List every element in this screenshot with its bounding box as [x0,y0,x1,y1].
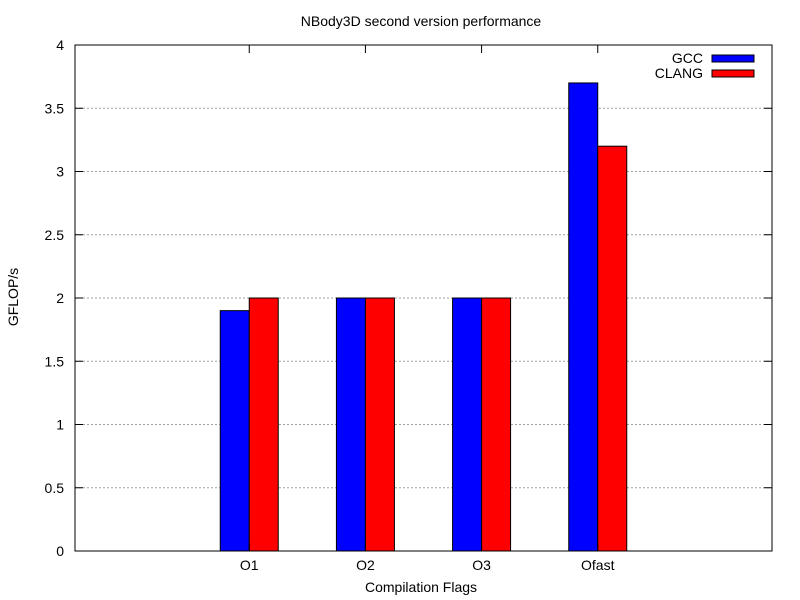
bar-gcc-o2 [335,297,366,552]
y-axis-label: GFLOP/s [5,268,21,326]
x-tick-label: Ofast [581,557,615,573]
gridlines [75,107,772,489]
bar-gcc-ofast [568,82,599,552]
y-axis-ticks: 0 0.5 1 1.5 2 2.5 3 3.5 4 [45,37,772,559]
x-tick-label: O2 [356,557,375,573]
x-axis-label: Compilation Flags [365,579,477,595]
x-axis-ticks: O1 O2 O3 Ofast [240,45,615,573]
bar-clang-o2 [364,297,395,552]
legend-label-gcc: GCC [672,50,703,66]
bar-gcc-o1 [219,310,250,552]
y-tick-label: 0 [56,543,64,559]
legend-swatch-gcc [711,54,755,63]
x-tick-label: O3 [472,557,491,573]
y-tick-label: 3.5 [45,100,65,116]
y-tick-label: 1 [56,417,64,433]
bar-clang-o3 [481,297,512,552]
legend-swatch-clang [711,69,755,78]
chart-title: NBody3D second version performance [301,13,542,29]
y-tick-label: 3 [56,164,64,180]
bar-gcc-o3 [452,297,483,552]
y-tick-label: 0.5 [45,480,65,496]
bar-clang-ofast [597,145,628,552]
bar-clang-o1 [248,297,279,552]
bars [219,82,628,552]
y-tick-label: 1.5 [45,353,65,369]
x-tick-label: O1 [240,557,259,573]
y-tick-label: 2 [56,290,64,306]
legend-label-clang: CLANG [655,65,703,81]
y-tick-label: 4 [56,37,64,53]
y-tick-label: 2.5 [45,227,65,243]
